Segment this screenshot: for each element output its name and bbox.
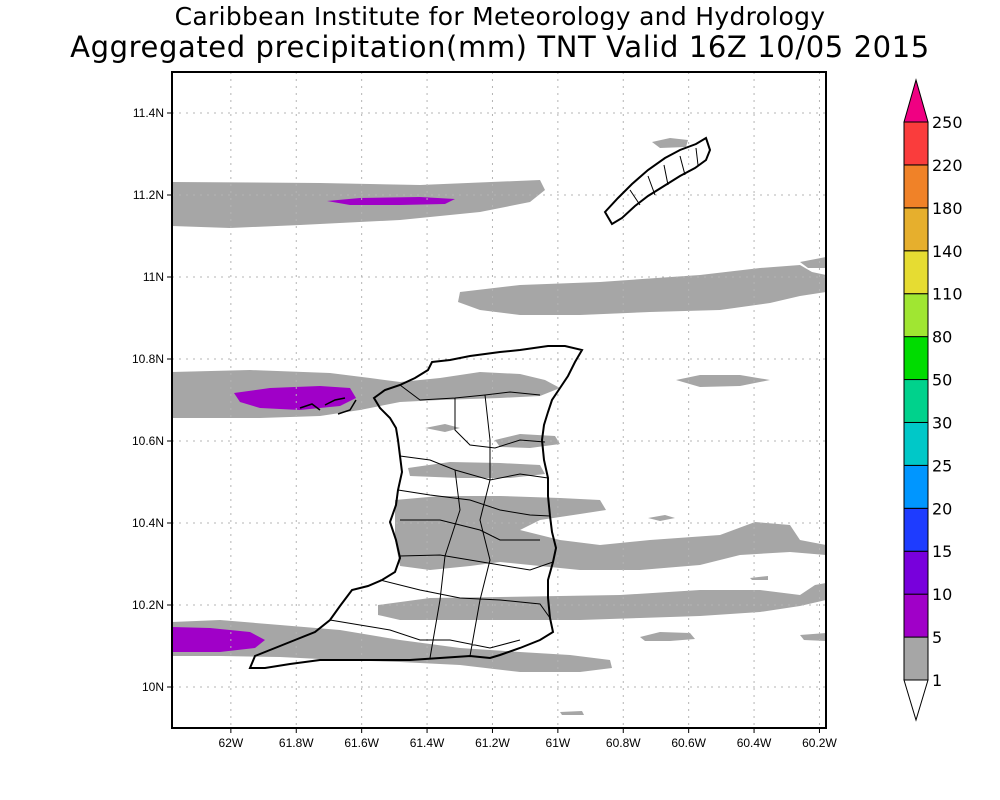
x-tick-label: 61.2W: [475, 736, 510, 750]
colorbar-segment: [903, 293, 929, 338]
colorbar-label: 50: [932, 371, 952, 390]
precip-band-light: [676, 375, 770, 387]
colorbar-label: 30: [932, 413, 952, 432]
x-tick-label: 62W: [219, 736, 244, 750]
y-tick-label: 10.8N: [132, 352, 164, 366]
colorbar-segment: [903, 164, 929, 209]
x-tick-label: 61.4W: [410, 736, 445, 750]
y-tick-label: 11N: [143, 270, 164, 284]
colorbar-segment: [903, 250, 929, 295]
y-axis: 10N 10.2N 10.4N 10.6N 10.8N 11N 11.2N 11.4N: [132, 106, 172, 694]
colorbar-segment: [903, 507, 929, 552]
colorbar-segment: [903, 336, 929, 381]
colorbar-segment: [903, 421, 929, 466]
precip-band-light: [395, 496, 826, 570]
colorbar-under-triangle: [903, 679, 929, 722]
colorbar-label: 1: [932, 671, 942, 690]
y-tick-label: 11.2N: [133, 188, 164, 202]
parish-boundary: [629, 147, 699, 206]
colorbar-segment: [903, 636, 929, 681]
colorbar-segment: [903, 464, 929, 509]
coastline: [248, 136, 712, 669]
precip-band-light: [800, 257, 826, 268]
x-tick-label: 60.4W: [737, 736, 772, 750]
colorbar-segment: [903, 379, 929, 423]
colorbar-segment: [903, 550, 929, 595]
colorbar-label: 250: [932, 113, 963, 132]
y-tick-label: 10.4N: [132, 516, 164, 530]
plot-frame: [171, 71, 827, 729]
x-tick-label: 60.6W: [671, 736, 706, 750]
x-tick-label: 60.2W: [802, 736, 837, 750]
precip-band-light: [652, 138, 688, 148]
colorbar-label: 180: [932, 199, 963, 218]
colorbar-label: 10: [932, 585, 952, 604]
y-tick-label: 11.4N: [133, 106, 164, 120]
y-tick-label: 10N: [142, 680, 164, 694]
precip-band-light: [172, 620, 612, 672]
colorbar-label: 15: [932, 542, 952, 561]
precip-band-light: [408, 462, 545, 478]
precip-band-light: [172, 370, 560, 418]
colorbar-segment: [903, 121, 929, 166]
precip-band-moderate: [327, 197, 455, 205]
x-tick-label: 61.8W: [279, 736, 314, 750]
islets: [299, 397, 357, 415]
colorbar-label: 110: [932, 285, 963, 304]
precip-band-moderate: [172, 627, 265, 652]
precip-band-light: [425, 424, 460, 432]
precip-band-light: [560, 711, 584, 715]
precip-band-light: [800, 633, 826, 641]
county-boundary: [329, 384, 554, 659]
y-tick-label: 10.2N: [132, 598, 164, 612]
y-tick-label: 10.6N: [132, 434, 164, 448]
colorbar-label: 140: [932, 242, 963, 261]
x-axis: 62W 61.8W 61.6W 61.4W 61.2W 61W 60.8W 60.6W 60.4…: [219, 728, 837, 750]
x-tick-label: 61W: [546, 736, 571, 750]
grid-lines: [172, 72, 826, 728]
precip-band-light: [458, 265, 826, 315]
precip-band-light: [750, 576, 768, 580]
chart-title-product: Aggregated precipitation(mm) TNT Valid 1…: [70, 30, 930, 64]
colorbar-over-triangle: [903, 78, 929, 123]
precipitation-field: [172, 138, 826, 715]
tobago-coastline: [603, 136, 712, 226]
precip-band-light: [648, 515, 675, 521]
x-tick-label: 60.8W: [606, 736, 641, 750]
x-tick-label: 61.6W: [344, 736, 379, 750]
precip-band-light: [378, 583, 826, 620]
colorbar-label: 80: [932, 328, 952, 347]
precip-band-light: [640, 632, 695, 641]
colorbar-segment: [903, 207, 929, 252]
chart-title-institute: Caribbean Institute for Meteorology and …: [174, 2, 826, 31]
colorbar-segment: [903, 593, 929, 638]
colorbar-label: 20: [932, 499, 952, 518]
trinidad-coastline: [248, 345, 584, 669]
colorbar-label: 5: [932, 628, 942, 647]
colorbar-label: 220: [932, 156, 963, 175]
colorbar-label: 25: [932, 456, 952, 475]
